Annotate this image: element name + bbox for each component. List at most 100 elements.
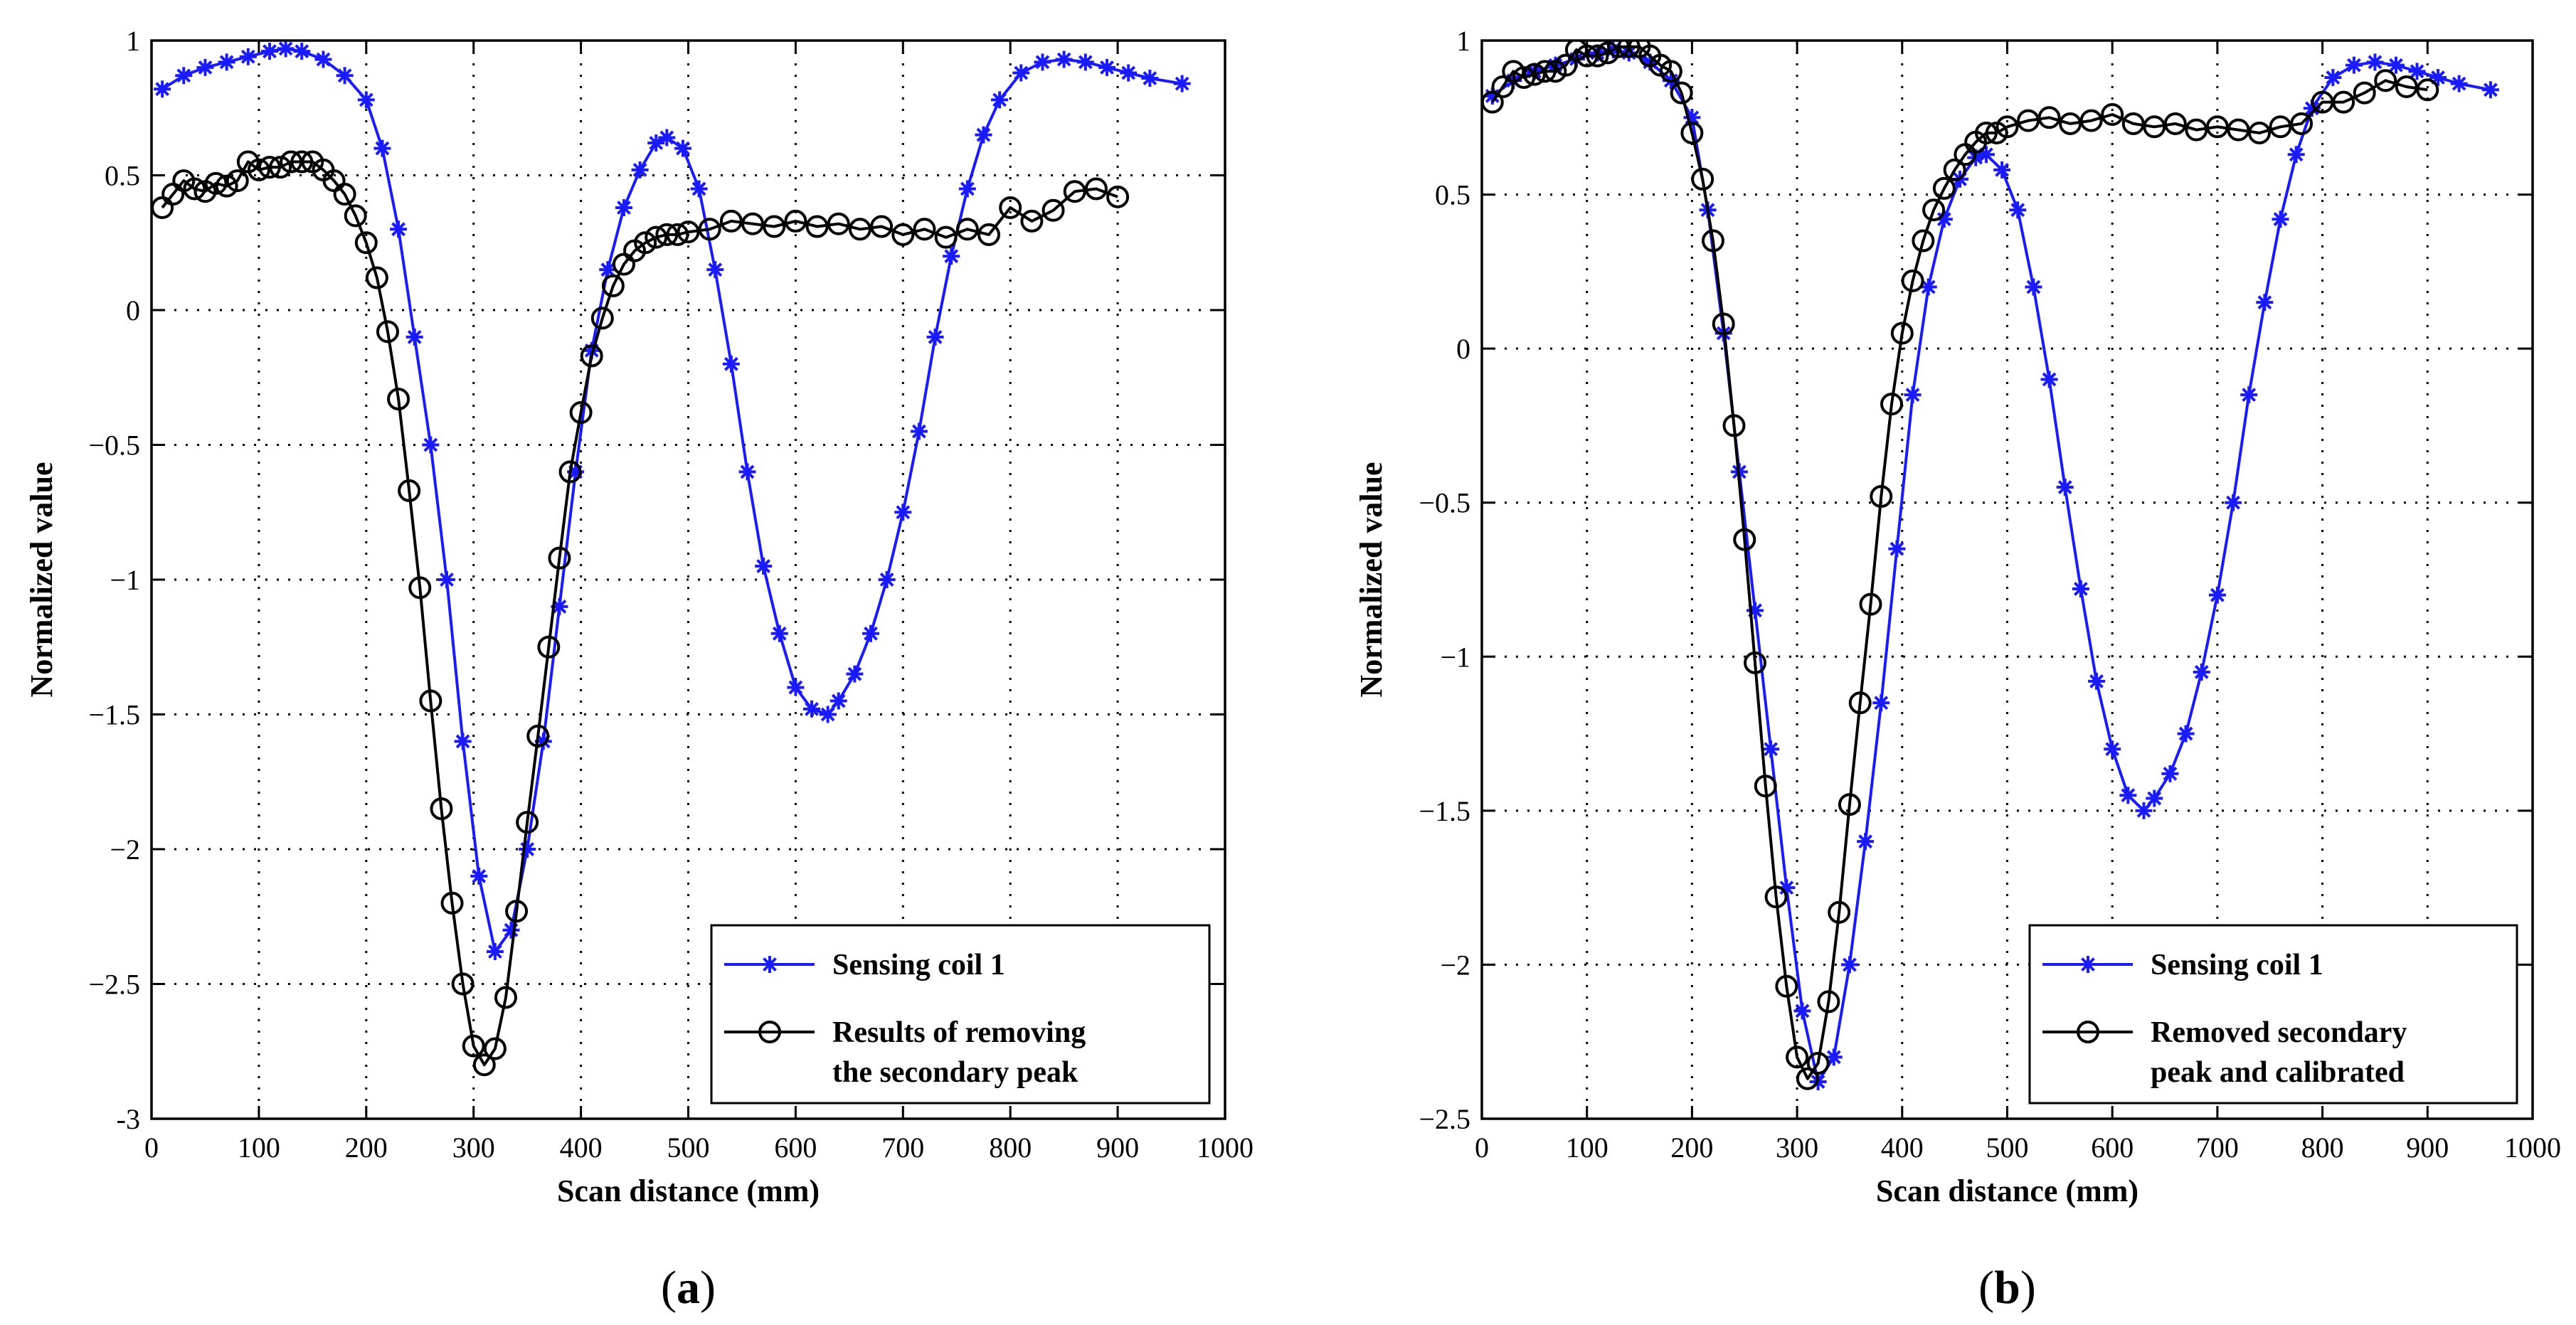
- data-point: [1778, 879, 1796, 897]
- data-point: [803, 700, 821, 718]
- legend-item-1: Sensing coil 1: [724, 949, 1005, 981]
- data-point: [1020, 209, 1044, 233]
- data-point: [548, 546, 571, 570]
- data-point: [862, 624, 880, 642]
- x-tick-label: 0: [1475, 1132, 1489, 1164]
- data-point: [827, 212, 850, 235]
- data-point: [314, 50, 332, 68]
- data-point: [2177, 725, 2195, 743]
- data-point: [1919, 278, 1937, 296]
- data-point: [770, 624, 788, 642]
- data-point: [1522, 63, 1546, 86]
- panel-label: (a): [661, 1262, 716, 1314]
- data-point: [722, 355, 740, 373]
- legend-box: [710, 924, 1211, 1105]
- chart-panel-a: 0 100 200 300 400 500 600 700 800 900 1000 -3 −2.5 −2…: [24, 25, 1253, 1314]
- data-point: [1670, 81, 1693, 105]
- data-point: [526, 724, 550, 747]
- legend-marker: [758, 1021, 781, 1043]
- x-tick-label: 500: [1986, 1132, 2029, 1164]
- data-point: [1838, 793, 1861, 816]
- legend-item-1: Sensing coil 1: [2042, 949, 2323, 981]
- data-point: [784, 209, 807, 233]
- data-point: [260, 43, 278, 60]
- x-tick-label: 200: [1670, 1132, 1713, 1164]
- series-2: [1482, 41, 2439, 1090]
- x-axis-label: Scan distance (mm): [557, 1174, 820, 1208]
- legend-marker: [2079, 956, 2097, 973]
- data-point: [1098, 58, 1116, 76]
- data-point: [583, 341, 600, 359]
- data-point: [1912, 229, 1935, 252]
- data-point: [1943, 158, 1966, 181]
- grid: [152, 41, 1225, 1119]
- data-point: [2450, 75, 2468, 92]
- x-tick-label: 600: [2091, 1132, 2134, 1164]
- data-point: [846, 665, 864, 683]
- data-point: [690, 180, 708, 198]
- x-tick-label: 800: [2301, 1132, 2344, 1164]
- series-group: [152, 41, 1191, 1077]
- data-point: [408, 576, 432, 600]
- data-point: [1691, 167, 1714, 191]
- x-tick-label: 900: [2406, 1132, 2449, 1164]
- data-point: [1659, 60, 1682, 83]
- data-point: [398, 479, 421, 502]
- data-point: [486, 943, 504, 961]
- data-point: [2161, 765, 2179, 782]
- data-point: [1747, 602, 1764, 619]
- data-point: [226, 169, 249, 193]
- data-point: [1793, 1002, 1811, 1020]
- plot-frame: [1480, 39, 2534, 1120]
- data-point: [1888, 540, 1906, 558]
- data-point: [1754, 775, 1777, 798]
- legend-marker: [2077, 1021, 2099, 1043]
- data-point: [1859, 592, 1882, 616]
- x-tick-label: 400: [560, 1132, 603, 1164]
- data-point: [1932, 176, 1956, 200]
- data-point: [2101, 102, 2124, 126]
- y-tick-label: −0.5: [88, 430, 140, 462]
- data-point: [1586, 44, 1609, 68]
- legend-label: Sensing coil 1: [2151, 949, 2323, 981]
- data-point: [333, 183, 356, 206]
- data-point: [551, 597, 568, 615]
- data-point: [590, 307, 614, 330]
- data-point: [247, 158, 270, 181]
- data-point: [390, 220, 408, 238]
- data-point: [1533, 60, 1557, 83]
- data-point: [1084, 177, 1108, 201]
- data-point: [1683, 109, 1701, 127]
- data-point: [977, 223, 1001, 246]
- data-point: [1872, 694, 1890, 712]
- data-point: [406, 328, 423, 346]
- data-point: [387, 388, 410, 411]
- data-point: [280, 150, 303, 174]
- x-tick-label: 200: [345, 1132, 388, 1164]
- data-point: [269, 156, 292, 179]
- x-tick-label: 300: [1776, 1132, 1818, 1164]
- x-tick-label: 500: [667, 1132, 710, 1164]
- data-point: [430, 797, 453, 821]
- data-point: [1173, 75, 1191, 92]
- data-point: [943, 248, 960, 265]
- data-point: [483, 1037, 507, 1060]
- data-point: [805, 215, 829, 238]
- data-point: [336, 67, 354, 85]
- data-point: [2009, 201, 2027, 219]
- data-point: [2193, 663, 2210, 681]
- y-tick-label: 0: [126, 294, 140, 326]
- grid: [1482, 41, 2533, 1119]
- series-2: [152, 150, 1130, 1077]
- data-point: [1764, 885, 1788, 909]
- data-point: [218, 53, 235, 71]
- data-point: [2256, 294, 2274, 312]
- data-point: [2429, 68, 2447, 86]
- x-tick-label: 600: [774, 1132, 817, 1164]
- data-point: [2040, 371, 2058, 388]
- data-point: [1762, 740, 1780, 758]
- data-point: [2387, 56, 2405, 74]
- data-point: [615, 198, 632, 216]
- x-tick-label: 800: [989, 1132, 1032, 1164]
